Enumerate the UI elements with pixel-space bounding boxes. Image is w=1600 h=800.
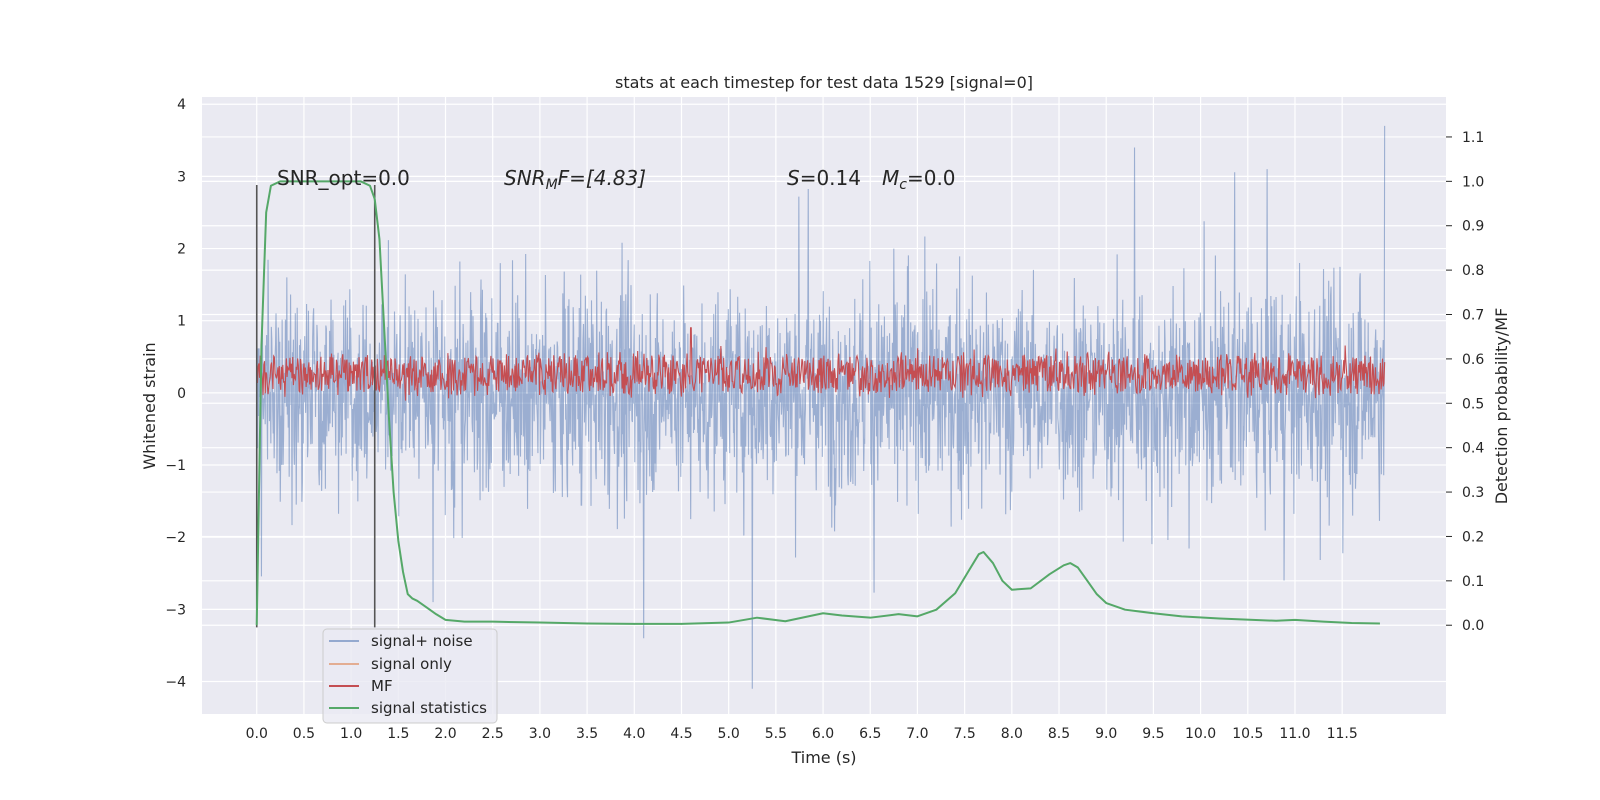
x-tick-label: 2.5: [482, 726, 504, 742]
x-tick-label: 11.0: [1279, 726, 1310, 742]
x-tick-label: 2.0: [434, 726, 456, 742]
vertical-markers: [255, 185, 376, 628]
y-tick-label-right: 0.7: [1462, 308, 1484, 324]
mc-annotation: Mc=0.0: [882, 166, 956, 193]
y-tick-label-left: 3: [177, 169, 186, 185]
s-symbol: S: [787, 166, 800, 190]
y-tick-label-left: −3: [165, 602, 186, 618]
x-tick-label: 8.5: [1048, 726, 1070, 742]
x-tick-label: 7.0: [906, 726, 928, 742]
x-tick-label: 6.0: [812, 726, 834, 742]
snr-mf-symbol: SNR: [504, 166, 546, 190]
y-tick-label-right: 0.2: [1462, 529, 1484, 545]
x-tick-label: 6.5: [859, 726, 881, 742]
mc-value: =0.0: [907, 166, 956, 190]
x-tick-label: 10.0: [1185, 726, 1216, 742]
y-tick-label-right: 1.0: [1462, 174, 1484, 190]
series-mf: [256, 327, 1386, 401]
x-tick-label: 7.5: [954, 726, 976, 742]
y-tick-label-left: −1: [165, 458, 186, 474]
x-tick-label: 0.0: [246, 726, 268, 742]
legend-label-signal-noise: signal+ noise: [371, 632, 473, 650]
y-tick-labels-left: −4 −3 −2 −1 0 1 2 3 4: [165, 97, 186, 690]
y-tick-labels-right: 0.0 0.1 0.2 0.3 0.4 0.5 0.6 0.7 0.8 0.9 1.0 1.1: [1446, 130, 1484, 634]
y-tick-label-right: 0.8: [1462, 263, 1484, 279]
y-tick-label-left: 1: [177, 314, 186, 330]
x-tick-label: 3.5: [576, 726, 598, 742]
y-tick-label-right: 0.6: [1462, 352, 1484, 368]
mc-symbol: M: [882, 166, 899, 190]
y-tick-label-right: 0.9: [1462, 219, 1484, 235]
chart-title: stats at each timestep for test data 152…: [615, 73, 1033, 92]
snr-mf-value: F=[4.83]: [558, 166, 646, 190]
snr-mf-annotation: SNRMF=[4.83]: [504, 166, 646, 193]
mf-line: [256, 327, 1386, 401]
x-tick-label: 5.5: [765, 726, 787, 742]
snr-mf-subscript: M: [546, 177, 558, 193]
x-tick-label: 1.0: [340, 726, 362, 742]
x-tick-label: 5.0: [718, 726, 740, 742]
y-tick-label-left: −4: [165, 675, 186, 691]
legend: signal+ noise signal only MF signal stat…: [322, 628, 498, 724]
x-tick-label: 4.5: [670, 726, 692, 742]
x-tick-labels: 0.0 0.5 1.0 1.5 2.0 2.5 3.0 3.5 4.0 4.5 5.0 5.5 6.0 6…: [246, 726, 1358, 742]
y-tick-label-left: 0: [177, 386, 186, 402]
legend-box: [322, 628, 498, 724]
y-tick-label-left: −2: [165, 530, 186, 546]
y-tick-label-right: 0.0: [1462, 618, 1484, 634]
y-axis-label-right: Detection probability/MF: [1492, 308, 1511, 505]
y-tick-label-left: 2: [177, 242, 186, 258]
y-axis-label-left: Whitened strain: [140, 342, 159, 469]
s-annotation: S=0.14: [787, 166, 861, 190]
x-tick-label: 0.5: [293, 726, 315, 742]
x-axis-label: Time (s): [790, 748, 856, 767]
x-tick-label: 1.5: [387, 726, 409, 742]
legend-label-signal-statistics: signal statistics: [371, 699, 487, 717]
series-signal-statistics: [255, 180, 1380, 626]
x-tick-label: 9.5: [1142, 726, 1164, 742]
x-tick-label: 10.5: [1232, 726, 1263, 742]
snr-opt-annotation: SNR_opt=0.0: [277, 166, 410, 190]
x-tick-label: 8.0: [1001, 726, 1023, 742]
x-tick-label: 3.0: [529, 726, 551, 742]
x-tick-label: 11.5: [1327, 726, 1358, 742]
legend-label-mf: MF: [371, 677, 393, 695]
y-tick-label-right: 0.4: [1462, 441, 1484, 457]
mc-subscript: c: [899, 177, 907, 193]
y-tick-label-right: 0.5: [1462, 396, 1484, 412]
x-tick-label: 4.0: [623, 726, 645, 742]
y-tick-label-right: 0.1: [1462, 574, 1484, 590]
legend-label-signal-only: signal only: [371, 655, 452, 673]
x-tick-label: 9.0: [1095, 726, 1117, 742]
y-tick-label-right: 0.3: [1462, 485, 1484, 501]
signal-statistics-line: [255, 180, 1380, 626]
y-tick-label-right: 1.1: [1462, 130, 1484, 146]
s-value: =0.14: [800, 166, 861, 190]
y-tick-label-left: 4: [177, 97, 186, 113]
